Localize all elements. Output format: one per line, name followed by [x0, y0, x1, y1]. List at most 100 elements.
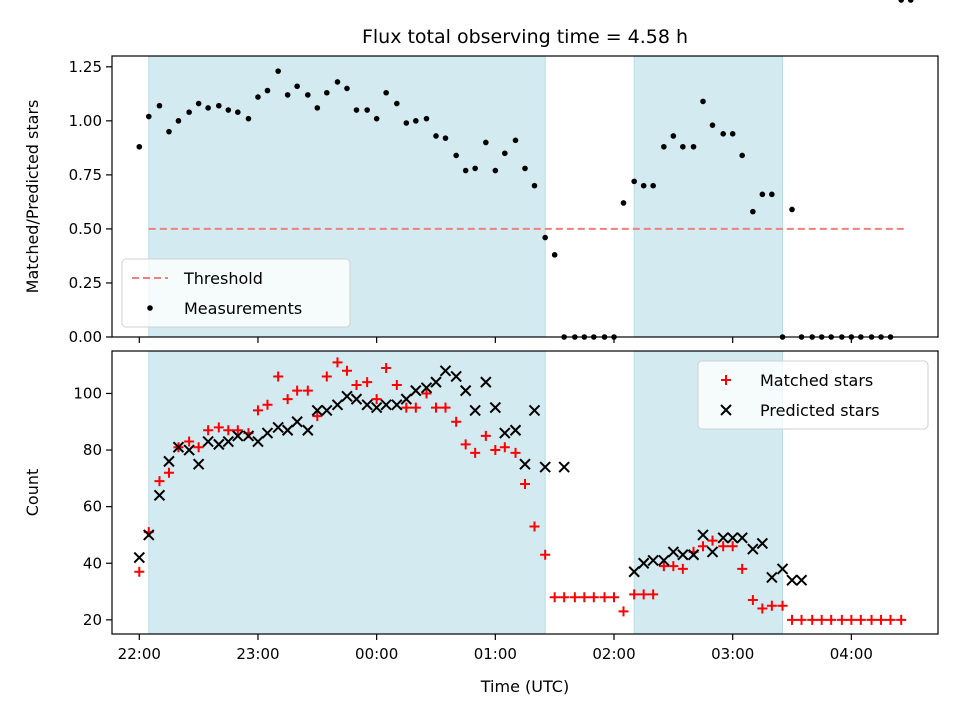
point-measurements-36 [492, 167, 499, 174]
point-predicted-stars-7 [202, 435, 214, 448]
y-tick-label: 1.00 [69, 112, 102, 130]
point-matched-stars-68 [807, 614, 818, 625]
point-matched-stars-23 [362, 377, 373, 388]
point-predicted-stars-21 [341, 390, 353, 402]
point-measurements-51 [640, 182, 647, 189]
point-predicted-stars-34 [469, 404, 481, 417]
legend-label: Matched stars [760, 371, 873, 390]
point-predicted-stars-31 [439, 365, 452, 377]
point-measurements-56 [690, 143, 697, 150]
y-tick-label: 0.75 [69, 166, 102, 184]
point-matched-stars-12 [252, 405, 263, 416]
point-matched-stars-14 [273, 371, 284, 382]
legend: Matched stars Predicted stars [697, 360, 929, 430]
point-matched-stars-33 [460, 439, 471, 450]
point-predicted-stars-60 [795, 574, 808, 586]
plot-frame [111, 55, 939, 338]
point-measurements-20 [334, 79, 341, 85]
point-measurements-54 [670, 133, 677, 139]
point-matched-stars-18 [312, 411, 323, 422]
point-matched-stars-5 [184, 436, 195, 447]
point-measurements-24 [373, 115, 380, 122]
point-matched-stars-30 [430, 402, 441, 413]
point-predicted-stars-9 [222, 435, 235, 448]
point-measurements-29 [423, 115, 430, 122]
chart-title: Flux total observing time = 4.58 h [362, 26, 688, 48]
point-predicted-stars-26 [391, 399, 403, 411]
point-measurements-77 [898, 0, 905, 3]
point-measurements-27 [403, 120, 410, 126]
point-predicted-stars-38 [509, 424, 522, 436]
point-matched-stars-15 [282, 394, 293, 405]
point-predicted-stars-5 [183, 444, 195, 456]
point-measurements-63 [759, 191, 766, 198]
point-predicted-stars-24 [370, 401, 383, 414]
point-matched-stars-67 [796, 614, 807, 625]
point-measurements-35 [483, 139, 489, 146]
point-matched-stars-38 [510, 447, 521, 458]
point-predicted-stars-22 [350, 393, 363, 405]
point-matched-stars-55 [677, 563, 688, 574]
point-measurements-64 [769, 191, 775, 198]
point-predicted-stars-13 [261, 427, 274, 439]
point-matched-stars-53 [658, 561, 669, 572]
point-matched-stars-59 [718, 541, 729, 552]
point-predicted-stars-15 [281, 424, 294, 436]
point-predicted-stars-4 [172, 441, 185, 453]
point-matched-stars-50 [629, 589, 640, 600]
point-matched-stars-7 [203, 425, 214, 436]
point-matched-stars-3 [163, 467, 174, 478]
point-matched-stars-54 [668, 561, 679, 572]
point-measurements-37 [502, 150, 508, 157]
point-predicted-stars-17 [302, 424, 314, 436]
point-measurements-42 [551, 252, 558, 258]
point-predicted-stars-36 [489, 401, 502, 414]
point-measurements-13 [264, 87, 271, 94]
point-measurements-17 [305, 92, 311, 98]
point-predicted-stars-50 [697, 529, 709, 541]
point-matched-stars-60 [727, 541, 738, 552]
y-tick-label: 0.50 [69, 220, 102, 238]
point-predicted-stars-55 [747, 543, 759, 555]
series-measurements [136, 0, 914, 340]
point-matched-stars-62 [747, 595, 758, 606]
point-matched-stars-47 [599, 592, 610, 603]
point-matched-stars-41 [540, 549, 551, 560]
point-predicted-stars-51 [706, 546, 719, 558]
point-matched-stars-51 [638, 589, 649, 600]
point-predicted-stars-25 [380, 399, 392, 411]
observing-window-shade-2 [633, 55, 784, 338]
point-predicted-stars-42 [558, 461, 570, 473]
point-predicted-stars-1 [143, 529, 155, 541]
x-tick-label: 22:00 [118, 645, 161, 663]
point-matched-stars-0 [134, 566, 145, 577]
point-predicted-stars-23 [361, 399, 373, 411]
point-predicted-stars-48 [677, 549, 689, 561]
point-predicted-stars-54 [736, 532, 748, 544]
point-measurements-1 [145, 113, 152, 120]
point-matched-stars-6 [193, 442, 204, 453]
point-measurements-34 [472, 165, 478, 172]
point-predicted-stars-45 [647, 554, 659, 567]
legend-swatch [721, 375, 731, 385]
point-measurements-61 [739, 152, 745, 159]
point-predicted-stars-53 [726, 532, 739, 544]
point-matched-stars-45 [579, 592, 590, 603]
point-predicted-stars-2 [153, 489, 166, 502]
point-matched-stars-36 [490, 445, 501, 456]
panel-ratio: 0.00 0.25 0.50 0.75 1.00 1.25 Matched/Predicte… [23, 0, 939, 346]
point-measurements-59 [720, 131, 726, 137]
point-matched-stars-46 [588, 592, 599, 603]
point-matched-stars-29 [421, 388, 432, 399]
point-predicted-stars-3 [163, 455, 175, 468]
point-measurements-5 [186, 109, 192, 115]
point-matched-stars-76 [885, 614, 896, 625]
point-predicted-stars-11 [242, 430, 255, 442]
plot-frame [111, 350, 939, 635]
point-matched-stars-19 [321, 371, 332, 382]
legend-label: Threshold [183, 269, 263, 288]
legend-swatch [147, 305, 153, 311]
point-predicted-stars-28 [410, 384, 422, 397]
point-matched-stars-39 [520, 479, 530, 490]
x-tick-label: 04:00 [830, 645, 873, 663]
